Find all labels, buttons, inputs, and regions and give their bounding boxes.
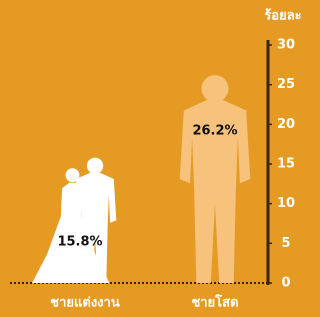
y-tick-label: 25: [277, 77, 295, 92]
y-tick-label: 30: [277, 38, 295, 53]
man-head: [201, 75, 228, 102]
value-label: 15.8%: [57, 235, 102, 250]
y-axis-label: ร้อยละ: [264, 8, 301, 24]
value-label: 26.2%: [192, 124, 237, 139]
groom-head: [87, 158, 103, 174]
x-tick-label: ชายแต่งงาน: [50, 296, 120, 311]
chart: ร้อยละ 0 5 10 15 20 25 30 15.8% ชายแต่งงาน 26.2% ช…: [0, 0, 301, 317]
y-tick-label: 15: [277, 157, 295, 172]
page: {"chart_data": {"type": "pictograph", "y…: [0, 0, 320, 317]
y-tick-label: 5: [281, 236, 290, 251]
x-tick-label: ชายโสด: [191, 294, 238, 311]
y-tick-label: 10: [277, 196, 295, 211]
y-tick-label: 20: [277, 117, 295, 132]
y-tick-label: 0: [281, 276, 290, 291]
